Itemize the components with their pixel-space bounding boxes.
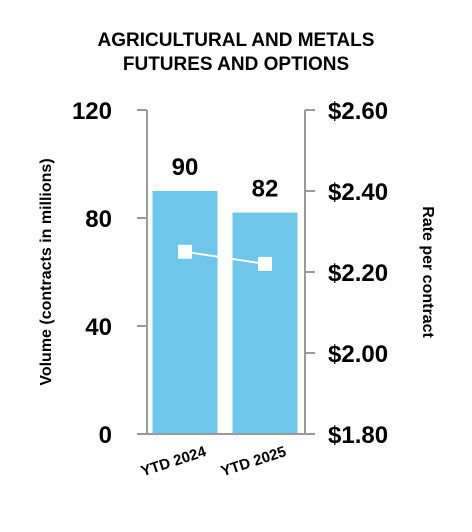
right-axis-tick-label: $2.00 (328, 341, 388, 368)
left-axis-tick-label: 0 (99, 422, 112, 449)
right-axis-tick-label: $2.40 (328, 179, 388, 206)
right-axis-tick-label: $2.60 (328, 98, 388, 125)
x-axis-tick-label: YTD 2025 (219, 443, 288, 480)
chart-title-line-2: FUTURES AND OPTIONS (122, 54, 350, 75)
x-axis-tick-label: YTD 2024 (139, 443, 209, 480)
rate-marker (178, 244, 192, 259)
right-axis-title: Rate per contract (419, 206, 436, 338)
bar-ytd-2024 (152, 191, 218, 434)
left-axis-tick-label: 80 (85, 206, 112, 233)
bar-ytd-2025 (232, 212, 298, 434)
rate-marker (258, 256, 272, 271)
right-axis-tick-label: $1.80 (328, 422, 388, 449)
left-axis-tick-label: 120 (72, 98, 112, 125)
rate-line (184, 250, 266, 265)
bar-data-label: 82 (252, 176, 279, 203)
bar-data-label: 90 (172, 154, 199, 181)
right-axis-tick-label: $2.20 (328, 260, 388, 287)
left-axis-title: Volume (contracts in millions) (38, 158, 55, 385)
left-axis-tick-label: 40 (85, 314, 112, 341)
chart-title-line-1: AGRICULTURAL AND METALS (97, 30, 375, 51)
